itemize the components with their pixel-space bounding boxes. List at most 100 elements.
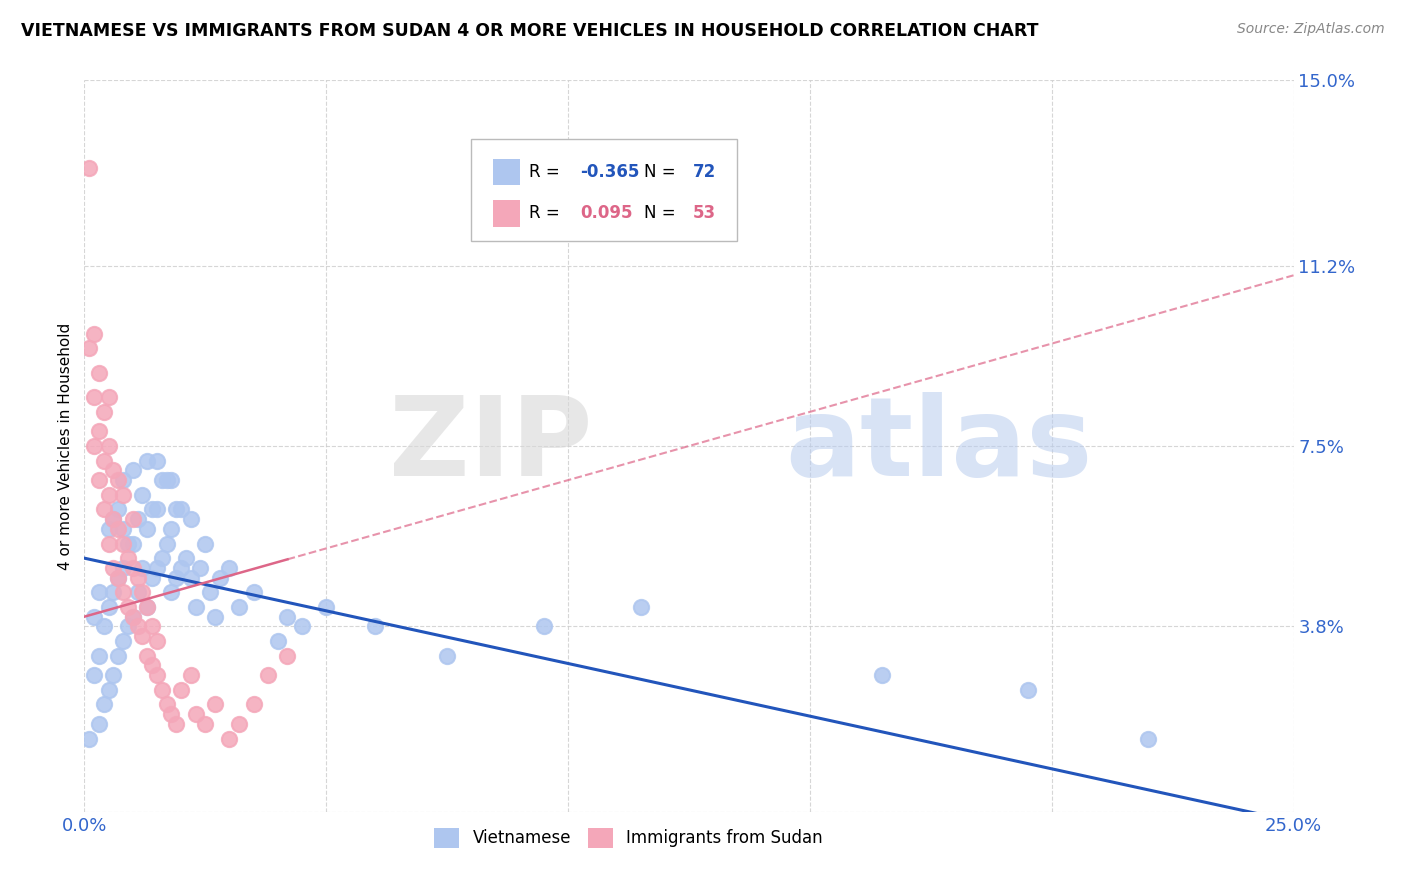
Text: VIETNAMESE VS IMMIGRANTS FROM SUDAN 4 OR MORE VEHICLES IN HOUSEHOLD CORRELATION : VIETNAMESE VS IMMIGRANTS FROM SUDAN 4 OR… — [21, 22, 1039, 40]
Point — [93, 453, 115, 467]
Legend: Vietnamese, Immigrants from Sudan: Vietnamese, Immigrants from Sudan — [427, 821, 830, 855]
Point — [1137, 731, 1160, 746]
Point — [291, 619, 314, 633]
Point — [87, 717, 110, 731]
Point — [103, 463, 125, 477]
Point — [83, 668, 105, 682]
Point — [97, 522, 120, 536]
Point — [242, 698, 264, 712]
Point — [150, 682, 173, 697]
Point — [146, 502, 169, 516]
Point — [160, 522, 183, 536]
Point — [121, 561, 143, 575]
Point — [160, 707, 183, 722]
Point — [190, 561, 212, 575]
Point — [97, 390, 120, 404]
Text: Source: ZipAtlas.com: Source: ZipAtlas.com — [1237, 22, 1385, 37]
Point — [87, 585, 110, 599]
Text: N =: N = — [644, 162, 681, 181]
Point — [184, 599, 207, 614]
Point — [121, 609, 143, 624]
Point — [97, 682, 120, 697]
Point — [228, 717, 250, 731]
Point — [117, 536, 139, 550]
Point — [112, 585, 135, 599]
Point — [141, 619, 163, 633]
Text: 53: 53 — [693, 204, 716, 222]
Point — [107, 571, 129, 585]
Point — [112, 473, 135, 487]
Point — [83, 390, 105, 404]
Point — [87, 648, 110, 663]
Point — [112, 634, 135, 648]
Point — [141, 571, 163, 585]
Point — [87, 473, 110, 487]
Bar — [494, 159, 520, 185]
Point — [136, 648, 159, 663]
Point — [242, 585, 264, 599]
Point — [77, 731, 100, 746]
Text: 0.095: 0.095 — [581, 204, 633, 222]
Point — [127, 512, 149, 526]
Point — [198, 585, 221, 599]
Point — [146, 561, 169, 575]
Point — [180, 668, 202, 682]
Point — [131, 561, 153, 575]
Point — [218, 731, 240, 746]
Point — [204, 698, 226, 712]
Point — [112, 488, 135, 502]
Point — [146, 453, 169, 467]
Point — [93, 698, 115, 712]
Point — [267, 634, 290, 648]
Point — [131, 585, 153, 599]
Point — [97, 599, 120, 614]
Point — [107, 473, 129, 487]
Point — [93, 502, 115, 516]
Point — [103, 561, 125, 575]
Point — [136, 522, 159, 536]
Point — [103, 585, 125, 599]
Point — [112, 536, 135, 550]
Point — [127, 585, 149, 599]
Text: ZIP: ZIP — [389, 392, 592, 500]
Point — [160, 585, 183, 599]
Point — [136, 453, 159, 467]
Point — [127, 571, 149, 585]
Point — [83, 326, 105, 341]
Point — [180, 512, 202, 526]
Text: N =: N = — [644, 204, 681, 222]
Point — [228, 599, 250, 614]
Point — [160, 473, 183, 487]
Point — [93, 619, 115, 633]
Point — [150, 473, 173, 487]
Point — [170, 502, 193, 516]
Point — [150, 551, 173, 566]
Point — [131, 488, 153, 502]
Point — [117, 551, 139, 566]
Point — [121, 609, 143, 624]
Text: -0.365: -0.365 — [581, 162, 640, 181]
Point — [107, 571, 129, 585]
Point — [83, 439, 105, 453]
Point — [136, 599, 159, 614]
Point — [117, 619, 139, 633]
Point — [257, 668, 280, 682]
Point — [77, 161, 100, 175]
Point — [107, 648, 129, 663]
Point — [107, 522, 129, 536]
Point — [180, 571, 202, 585]
Point — [97, 488, 120, 502]
Point — [204, 609, 226, 624]
Point — [315, 599, 337, 614]
Point — [136, 599, 159, 614]
Text: R =: R = — [529, 162, 565, 181]
Point — [872, 668, 894, 682]
Point — [97, 439, 120, 453]
Point — [131, 629, 153, 643]
Point — [1017, 682, 1039, 697]
Point — [121, 463, 143, 477]
Point — [93, 405, 115, 419]
Point — [165, 717, 187, 731]
Point — [630, 599, 652, 614]
Point — [103, 512, 125, 526]
